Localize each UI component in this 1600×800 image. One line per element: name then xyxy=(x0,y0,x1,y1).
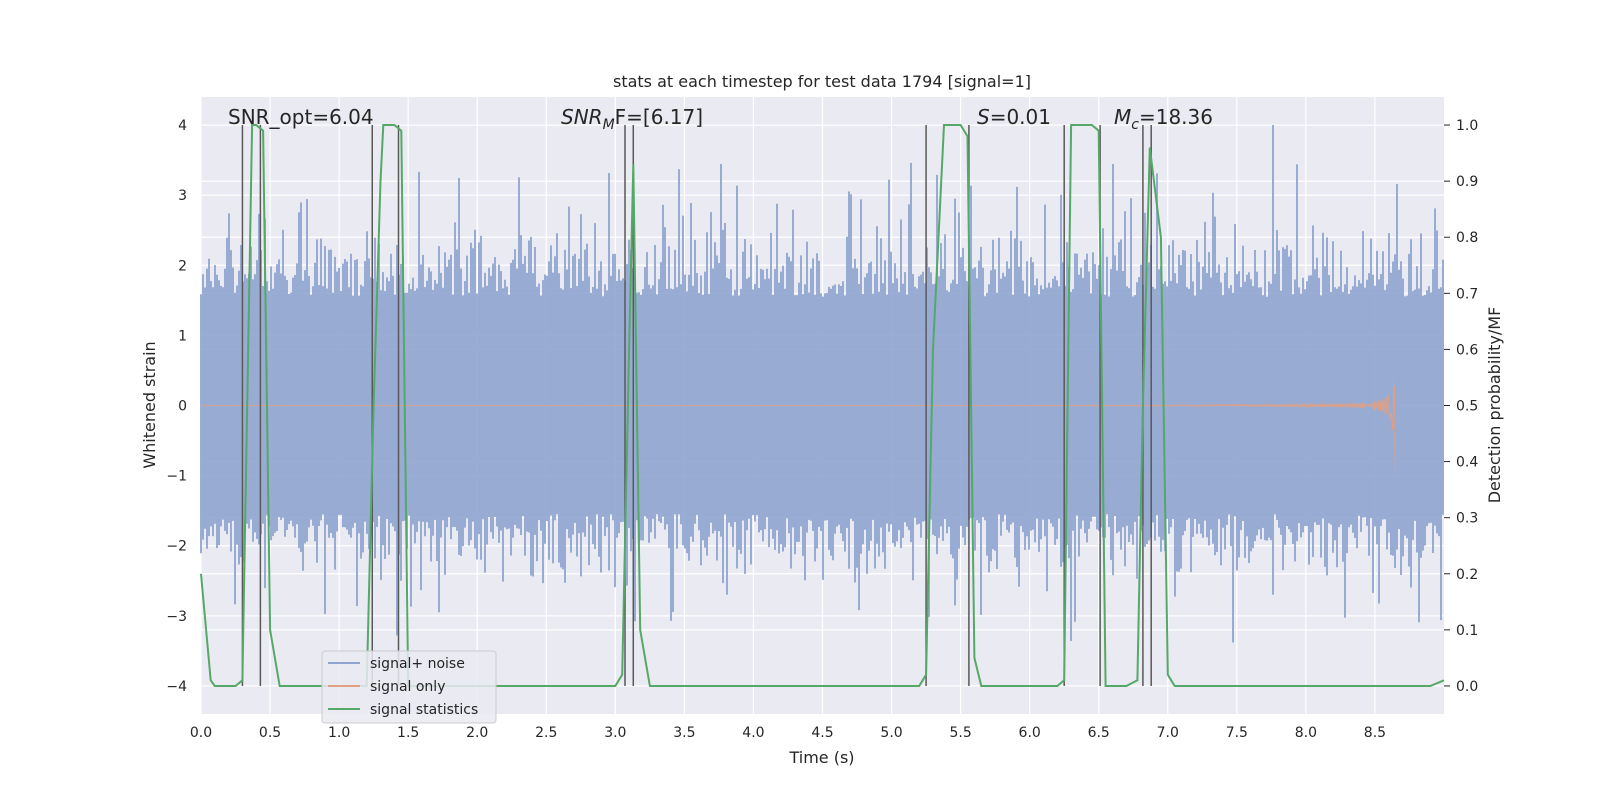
annotation-mc-sub: c xyxy=(1131,117,1139,133)
y-axis-ticks: 4 3 2 1 0 −1 −2 −3 −4 xyxy=(166,118,187,695)
y2-tick-label-2: 0.8 xyxy=(1456,230,1478,246)
y2-tick-label-1: 0.9 xyxy=(1456,174,1478,190)
signal-statistics-series xyxy=(200,124,1445,687)
signal-only-series xyxy=(200,378,1396,473)
y2-tick-label-5: 0.5 xyxy=(1456,399,1478,415)
y2-tick-label-6: 0.4 xyxy=(1456,455,1478,471)
x-tick-label-15: 7.5 xyxy=(1226,725,1248,741)
x-tick-label-12: 6.0 xyxy=(1019,725,1041,741)
y-tick-label-2: 2 xyxy=(178,258,187,274)
y2-axis-ticks: 1.0 0.9 0.8 0.7 0.6 0.5 0.4 0.3 0.2 0.1 0.0 xyxy=(1444,118,1478,695)
x-tick-label-6: 3.0 xyxy=(604,725,626,741)
y2-tick-label-0: 1.0 xyxy=(1456,118,1478,134)
y2-tick-label-10: 0.0 xyxy=(1456,679,1478,695)
chart-title: stats at each timestep for test data 179… xyxy=(613,72,1031,91)
x-tick-label-11: 5.5 xyxy=(949,725,971,741)
x-tick-label-3: 1.5 xyxy=(397,725,419,741)
annotation-snr-mf-sub: M xyxy=(603,117,615,133)
legend-label-stats: signal statistics xyxy=(370,702,478,718)
y2-tick-label-4: 0.6 xyxy=(1456,342,1478,358)
x-tick-label-7: 3.5 xyxy=(673,725,695,741)
y-tick-label-3: 1 xyxy=(178,328,187,344)
y-axis-title: Whitened strain xyxy=(140,341,159,468)
x-tick-label-10: 5.0 xyxy=(880,725,902,741)
x-tick-label-13: 6.5 xyxy=(1088,725,1110,741)
annotation-snr-mf: SNRMF=[6.17] xyxy=(561,105,703,133)
x-tick-label-5: 2.5 xyxy=(535,725,557,741)
annotation-s-main: S xyxy=(977,105,990,129)
stats-line xyxy=(200,124,1445,687)
annotation-mc: Mc=18.36 xyxy=(1114,105,1213,133)
y-tick-label-0: 4 xyxy=(178,118,187,134)
y-tick-label-6: −2 xyxy=(166,539,187,555)
x-tick-label-0: 0.0 xyxy=(190,725,212,741)
x-tick-label-4: 2.0 xyxy=(466,725,488,741)
annotation-snr-mf-main: SNR xyxy=(561,105,603,129)
x-axis-ticks: 0.0 0.5 1.0 1.5 2.0 2.5 3.0 3.5 4.0 4.5 5.0 5.5 6.0 6… xyxy=(190,725,1386,741)
x-tick-label-17: 8.5 xyxy=(1364,725,1386,741)
y2-tick-label-9: 0.1 xyxy=(1456,623,1478,639)
legend-label-noise: signal+ noise xyxy=(370,656,465,672)
annotation-s-rest: =0.01 xyxy=(990,105,1051,129)
y2-tick-label-7: 0.3 xyxy=(1456,511,1478,527)
y2-tick-label-3: 0.7 xyxy=(1456,286,1478,302)
x-tick-label-16: 8.0 xyxy=(1295,725,1317,741)
x-tick-label-14: 7.0 xyxy=(1157,725,1179,741)
annotation-mc-main: M xyxy=(1114,105,1131,129)
annotations: SNR_opt=6.04 SNRMF=[6.17] S=0.01 Mc=18.3… xyxy=(228,105,1213,133)
y-tick-label-8: −4 xyxy=(166,679,187,695)
annotation-s: S=0.01 xyxy=(977,105,1051,129)
y-tick-label-5: −1 xyxy=(166,469,187,485)
legend-label-signal: signal only xyxy=(370,679,445,695)
x-axis-title: Time (s) xyxy=(788,748,854,767)
x-tick-label-1: 0.5 xyxy=(259,725,281,741)
x-tick-label-2: 1.0 xyxy=(328,725,350,741)
y-tick-label-1: 3 xyxy=(178,188,187,204)
annotation-snr-opt: SNR_opt=6.04 xyxy=(228,105,374,129)
y-tick-label-4: 0 xyxy=(178,399,187,415)
annotation-mc-rest: =18.36 xyxy=(1139,105,1213,129)
legend: signal+ noise signal only signal statist… xyxy=(321,650,497,724)
x-tick-label-8: 4.0 xyxy=(742,725,764,741)
y2-tick-label-8: 0.2 xyxy=(1456,567,1478,583)
x-tick-label-9: 4.5 xyxy=(811,725,833,741)
y-tick-label-7: −3 xyxy=(166,609,187,625)
chirp-trace xyxy=(200,378,1396,473)
annotation-snr-mf-rest: F=[6.17] xyxy=(615,105,703,129)
legend-box xyxy=(321,650,497,724)
y2-axis-title: Detection probability/MF xyxy=(1485,307,1504,504)
